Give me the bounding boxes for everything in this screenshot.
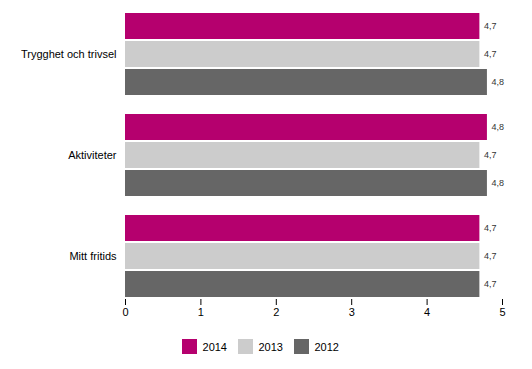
svg-text:5: 5 bbox=[499, 306, 505, 318]
svg-text:4,7: 4,7 bbox=[484, 279, 497, 289]
svg-text:4,7: 4,7 bbox=[484, 21, 497, 31]
svg-text:4,8: 4,8 bbox=[491, 77, 504, 87]
html-text:2014: 2014 bbox=[202, 340, 227, 353]
svg-text:4: 4 bbox=[424, 306, 430, 318]
svg-text:Trygghet och trivsel: Trygghet och trivsel bbox=[21, 48, 117, 60]
html-text:2013: 2013 bbox=[258, 340, 283, 353]
svg-text:Aktiviteter: Aktiviteter bbox=[68, 149, 117, 161]
svg-text:4,7: 4,7 bbox=[484, 223, 497, 233]
svg-text:1: 1 bbox=[198, 306, 204, 318]
svg-text:4,7: 4,7 bbox=[484, 251, 497, 261]
svg-text:Mitt fritids: Mitt fritids bbox=[69, 250, 117, 262]
svg-text:4,7: 4,7 bbox=[484, 150, 497, 160]
svg-text:0: 0 bbox=[122, 306, 128, 318]
html-text:2012: 2012 bbox=[314, 340, 339, 353]
svg-text:2: 2 bbox=[273, 306, 279, 318]
svg-text:3: 3 bbox=[349, 306, 355, 318]
svg-text:4,7: 4,7 bbox=[484, 49, 497, 59]
svg-text:4,8: 4,8 bbox=[491, 178, 504, 188]
svg-text:4,8: 4,8 bbox=[491, 122, 504, 132]
